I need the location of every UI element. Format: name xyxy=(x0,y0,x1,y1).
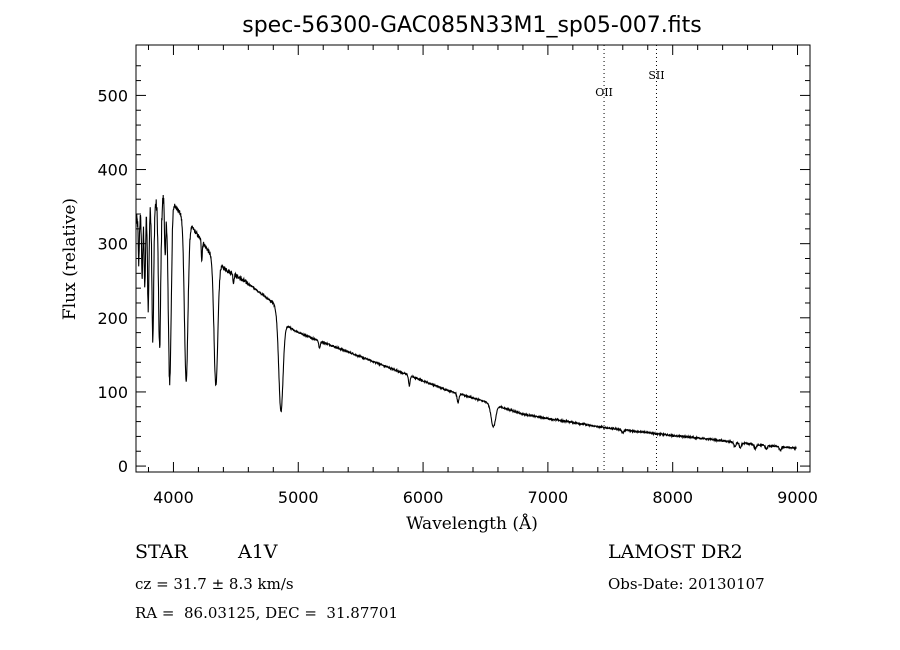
line-marker-label: SII xyxy=(648,69,664,82)
spectral-subclass: A1V xyxy=(238,541,278,563)
y-tick-label: 400 xyxy=(97,161,128,180)
y-axis-label: Flux (relative) xyxy=(60,198,80,320)
y-tick-label: 500 xyxy=(97,86,128,105)
x-tick-label: 4000 xyxy=(153,488,194,507)
line-marker-label: OII xyxy=(595,86,613,99)
y-tick-label: 100 xyxy=(97,383,128,402)
y-tick-label: 300 xyxy=(97,235,128,254)
x-tick-label: 6000 xyxy=(403,488,444,507)
survey-name: LAMOST DR2 xyxy=(608,541,743,563)
coordinates: RA = 86.03125, DEC = 31.87701 xyxy=(135,604,399,622)
emission-line-markers: OII SII xyxy=(595,45,665,472)
x-tick-label: 7000 xyxy=(528,488,569,507)
x-tick-label: 5000 xyxy=(278,488,319,507)
plot-frame xyxy=(135,44,811,473)
object-class: STAR xyxy=(135,541,188,563)
x-tick-label: 9000 xyxy=(777,488,818,507)
y-tick-label: 0 xyxy=(118,457,128,476)
observation-date: Obs-Date: 20130107 xyxy=(608,575,765,593)
chart-title: spec-56300-GAC085N33M1_sp05-007.fits xyxy=(242,13,702,38)
axes: 4000 5000 6000 7000 8000 9000 0 100 200 300 400 500 xyxy=(97,45,818,507)
y-tick-label: 200 xyxy=(97,309,128,328)
spectrum-line xyxy=(135,194,797,453)
redshift-velocity: cz = 31.7 ± 8.3 km/s xyxy=(135,575,294,593)
x-tick-label: 8000 xyxy=(652,488,693,507)
x-axis-label: Wavelength (Å) xyxy=(406,513,538,534)
